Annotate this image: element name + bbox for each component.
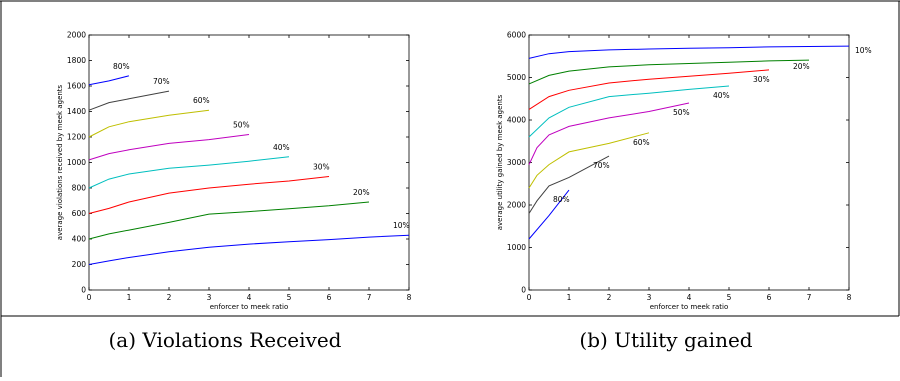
y-tick-label: 3000: [507, 158, 526, 167]
series-label-20pct: 20%: [793, 62, 810, 71]
x-tick-label: 5: [727, 293, 732, 302]
y-tick-label: 2000: [507, 201, 526, 210]
series-line-80pct: [528, 189, 570, 240]
x-axis-label: enforcer to meek ratio: [650, 303, 729, 311]
series-label-40pct: 40%: [713, 91, 730, 100]
y-axis-label: average utility gained by meek agents: [496, 94, 504, 230]
series-label-10pct: 10%: [855, 46, 872, 55]
chart-violations-received: 0 1 2 3 4 5 6 7 8 0 200 400 600 800 1000 1200 1400 1600 18…: [56, 31, 412, 312]
series-line-30pct: [528, 69, 770, 110]
y-tick-label: 1200: [67, 133, 86, 142]
x-tick-label: 5: [287, 293, 292, 302]
x-tick-label: 1: [127, 293, 132, 302]
series-label-50pct: 50%: [673, 108, 690, 117]
series-label-60pct: 60%: [193, 96, 210, 105]
series-label-50pct: 50%: [233, 120, 250, 129]
series-label-70pct: 70%: [153, 77, 170, 86]
x-tick-label: 3: [207, 293, 212, 302]
plot-area: [88, 34, 410, 291]
x-tick-label: 4: [687, 293, 692, 302]
series-line-30pct: [88, 176, 330, 214]
series-line-50pct: [88, 134, 250, 161]
x-tick-label: 0: [527, 293, 532, 302]
y-tick-label: 0: [81, 286, 86, 295]
x-tick-label: 6: [327, 293, 332, 302]
x-tick-label: 8: [407, 293, 412, 302]
chart-utility-gained: 0 1 2 3 4 5 6 7 8 0 1000 2000 3000 4000 5000 6000 enforc…: [496, 31, 872, 312]
y-tick-label: 800: [72, 184, 87, 193]
y-tick-label: 200: [72, 260, 87, 269]
y-tick-label: 6000: [507, 31, 526, 40]
y-tick-label: 1600: [67, 82, 86, 91]
series-label-30pct: 30%: [313, 163, 330, 172]
caption-utility-gained: (b) Utility gained: [579, 328, 753, 352]
series-label-40pct: 40%: [273, 143, 290, 152]
series-label-70pct: 70%: [593, 161, 610, 170]
x-tick-label: 3: [647, 293, 652, 302]
series-label-80pct: 80%: [553, 195, 570, 204]
x-tick-label: 8: [847, 293, 852, 302]
x-tick-label: 6: [767, 293, 772, 302]
series-line-80pct: [88, 75, 130, 86]
y-tick-label: 2000: [67, 31, 86, 40]
series-label-60pct: 60%: [633, 138, 650, 147]
series-label-80pct: 80%: [113, 62, 130, 71]
series-line-60pct: [528, 132, 650, 189]
plot-area: [528, 34, 850, 291]
series-line-10pct: [88, 234, 410, 265]
series-line-40pct: [528, 85, 730, 138]
x-tick-label: 4: [247, 293, 252, 302]
y-tick-label: 400: [72, 235, 87, 244]
x-tick-label: 2: [167, 293, 172, 302]
x-tick-label: 7: [807, 293, 812, 302]
series-line-20pct: [528, 59, 810, 85]
caption-violations-received: (a) Violations Received: [108, 328, 342, 352]
series-line-70pct: [88, 90, 170, 111]
y-axis-label: average violations received by meek agen…: [56, 84, 64, 240]
y-tick-label: 1400: [67, 107, 86, 116]
x-axis-label: enforcer to meek ratio: [210, 303, 289, 311]
y-tick-label: 5000: [507, 73, 526, 82]
series-line-20pct: [88, 201, 370, 240]
y-tick-label: 4000: [507, 116, 526, 125]
y-tick-label: 1800: [67, 56, 86, 65]
series-line-40pct: [88, 156, 290, 189]
series-label-20pct: 20%: [353, 188, 370, 197]
series-line-60pct: [88, 109, 210, 138]
x-tick-label: 0: [87, 293, 92, 302]
series-line-70pct: [528, 155, 610, 214]
x-tick-label: 1: [567, 293, 572, 302]
y-tick-label: 1000: [67, 158, 86, 167]
x-tick-label: 7: [367, 293, 372, 302]
x-tick-label: 2: [607, 293, 612, 302]
series-label-30pct: 30%: [753, 75, 770, 84]
y-tick-label: 0: [521, 286, 526, 295]
y-tick-label: 1000: [507, 243, 526, 252]
y-tick-label: 600: [72, 209, 87, 218]
series-label-10pct: 10%: [393, 221, 410, 230]
series-line-10pct: [528, 45, 850, 59]
series-line-50pct: [528, 102, 690, 165]
